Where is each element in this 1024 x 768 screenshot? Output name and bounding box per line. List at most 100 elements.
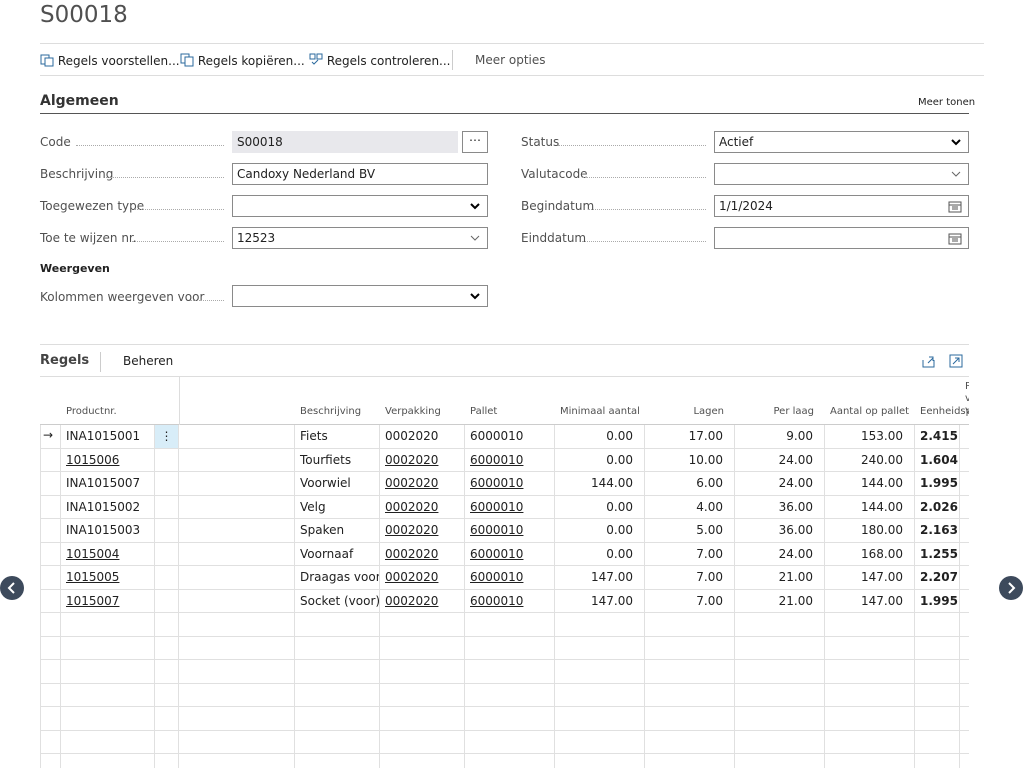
field-date[interactable]: 1/1/2024 — [714, 195, 969, 217]
grid-cell: 147.00 — [825, 566, 915, 590]
grid-cell — [155, 495, 179, 519]
grid-cell[interactable]: 6000010 — [465, 589, 555, 613]
grid-cell — [735, 707, 825, 731]
grid-cell — [155, 566, 179, 590]
grid-cell — [645, 754, 735, 768]
field-input[interactable]: Candoxy Nederland BV — [232, 163, 488, 185]
leader — [582, 177, 706, 178]
lines-grid: Productnr. Beschrijving Verpakking Pallet Mi… — [40, 377, 969, 768]
grid-cell — [825, 730, 915, 754]
grid-cell — [155, 660, 179, 684]
grid-cell[interactable]: 6000010 — [465, 566, 555, 590]
grid-cell: 0.00 — [555, 425, 645, 449]
field-input[interactable]: S00018 — [232, 131, 458, 153]
action[interactable]: Regels kopiëren... — [180, 53, 305, 68]
grid-cell: INA1015003 — [61, 519, 155, 543]
grid-cell — [645, 660, 735, 684]
field-select[interactable]: Actief — [714, 131, 969, 153]
grid-cell[interactable]: 6000010 — [465, 472, 555, 496]
checkbox[interactable] — [960, 496, 969, 519]
checkbox[interactable] — [960, 590, 969, 613]
grid-cell: 0002020 — [380, 425, 465, 449]
grid-cell: 1.995 — [915, 589, 960, 613]
action-label: Regels voorstellen... — [57, 54, 180, 68]
action[interactable]: Meer opties — [475, 53, 546, 67]
grid-cell[interactable]: 1015005 — [61, 566, 155, 590]
checkbox[interactable] — [960, 566, 969, 590]
grid-cell — [735, 660, 825, 684]
field-label: Status — [521, 135, 560, 149]
grid-cell — [735, 754, 825, 768]
checkbox[interactable] — [960, 425, 969, 449]
grid-cell — [465, 613, 555, 637]
grid-cell — [61, 636, 155, 660]
grid-cell: 6.00 — [645, 472, 735, 496]
column-header: Pallet — [470, 406, 498, 417]
nav-prev[interactable] — [0, 576, 24, 600]
grid-cell — [380, 613, 465, 637]
checkbox[interactable] — [960, 449, 969, 472]
grid-cell[interactable]: 0002020 — [380, 566, 465, 590]
grid-cell[interactable]: 0002020 — [380, 448, 465, 472]
checkbox[interactable] — [960, 543, 969, 566]
grid-cell[interactable]: 1015006 — [61, 448, 155, 472]
grid-cell — [179, 683, 295, 707]
grid-cell: 6000010 — [465, 425, 555, 449]
field-select[interactable] — [232, 195, 488, 217]
grid-cell — [40, 519, 61, 543]
divider — [40, 113, 969, 114]
page-title: S00018 — [40, 2, 128, 28]
grid-cell[interactable]: 6000010 — [465, 495, 555, 519]
tab[interactable]: Regels — [40, 353, 90, 368]
field-select[interactable] — [232, 285, 488, 307]
grid-cell: 0.00 — [555, 448, 645, 472]
lookup-button[interactable]: ⋯ — [462, 131, 488, 153]
grid-cell: 0.00 — [555, 519, 645, 543]
action[interactable]: Regels voorstellen... — [40, 53, 180, 68]
grid-cell[interactable]: 0002020 — [380, 472, 465, 496]
grid-cell — [179, 566, 295, 590]
grid-cell — [915, 754, 960, 768]
grid-cell: 24.00 — [735, 448, 825, 472]
grid-cell[interactable]: 1015007 — [61, 589, 155, 613]
grid-cell[interactable]: 6000010 — [465, 448, 555, 472]
grid-cell[interactable]: 0002020 — [380, 542, 465, 566]
grid-cell — [295, 636, 380, 660]
action[interactable]: Regels controleren... — [309, 53, 451, 68]
checkbox[interactable] — [960, 519, 969, 543]
grid-cell[interactable]: 0002020 — [380, 589, 465, 613]
grid-cell: 0.00 — [555, 495, 645, 519]
row-menu[interactable]: ⋮ — [155, 425, 179, 449]
nav-next[interactable] — [999, 576, 1023, 600]
tab[interactable]: Beheren — [123, 354, 174, 368]
grid-cell[interactable]: 0002020 — [380, 495, 465, 519]
grid-cell: Voorwiel — [295, 472, 380, 496]
show-more[interactable]: Meer tonen — [918, 97, 976, 108]
grid-cell — [155, 730, 179, 754]
divider — [40, 376, 969, 377]
grid-cell[interactable]: 0002020 — [380, 519, 465, 543]
grid-cell — [179, 495, 295, 519]
field-date[interactable] — [714, 227, 969, 249]
field-value: Actief — [719, 135, 754, 149]
field-input[interactable] — [714, 163, 969, 185]
leader — [190, 300, 224, 301]
grid-cell — [825, 660, 915, 684]
grid-cell[interactable]: 6000010 — [465, 519, 555, 543]
grid-cell — [61, 660, 155, 684]
column-header: Productnr. — [66, 406, 117, 417]
grid-cell — [179, 589, 295, 613]
checkbox[interactable] — [960, 472, 969, 496]
grid-cell[interactable]: 1015004 — [61, 542, 155, 566]
grid-cell — [465, 683, 555, 707]
grid-cell — [179, 636, 295, 660]
grid-cell — [380, 707, 465, 731]
grid-cell — [155, 519, 179, 543]
grid-cell — [155, 448, 179, 472]
grid-cell — [295, 683, 380, 707]
grid-cell[interactable]: 6000010 — [465, 542, 555, 566]
toolbar-icons[interactable] — [921, 353, 969, 369]
grid-cell — [61, 707, 155, 731]
grid-cell — [645, 636, 735, 660]
field-input[interactable]: 12523 — [232, 227, 488, 249]
